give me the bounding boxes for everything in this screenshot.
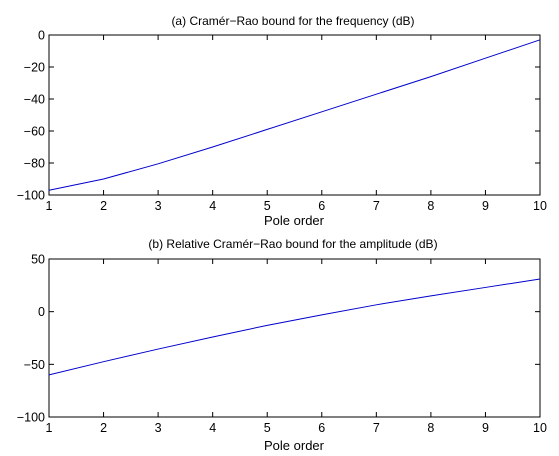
axis-ticks: 1 2 3 4 5 6 7 8 9 10 0 −20 −40 −60 −80 −100 (17, 29, 547, 214)
x-tick-label: 2 (100, 199, 107, 213)
data-line (48, 278, 541, 376)
y-tick-label: −80 (24, 157, 45, 171)
chart-title: (b) Relative Cramér−Rao bound for the am… (148, 237, 437, 251)
x-tick-label: 6 (318, 421, 325, 435)
axis-ticks: 1 2 3 4 5 6 7 8 9 10 50 0 −50 −100 (17, 253, 547, 436)
x-tick-label: 9 (482, 421, 489, 435)
x-tick-label: 4 (209, 421, 216, 435)
x-tick-label: 10 (533, 199, 547, 213)
x-tick-label: 1 (46, 421, 53, 435)
x-axis-label: Pole order (264, 213, 325, 228)
x-tick-label: 7 (373, 199, 380, 213)
data-line (48, 39, 541, 191)
x-tick-label: 4 (209, 199, 216, 213)
y-tick-label: 50 (31, 253, 45, 267)
x-axis-label: Pole order (264, 438, 325, 453)
x-tick-label: 8 (427, 199, 434, 213)
chart-panel-a: (a) Cramér−Rao bound for the frequency (… (17, 14, 547, 228)
x-tick-label: 5 (264, 421, 271, 435)
x-tick-label: 1 (46, 199, 53, 213)
x-tick-label: 6 (318, 199, 325, 213)
x-tick-label: 7 (373, 421, 380, 435)
y-tick-label: −100 (17, 189, 45, 203)
y-tick-label: −60 (24, 125, 45, 139)
y-tick-label: −50 (24, 358, 45, 372)
x-tick-label: 8 (427, 421, 434, 435)
axes-frame (48, 258, 541, 418)
x-tick-label: 3 (155, 199, 162, 213)
y-tick-label: −40 (24, 93, 45, 107)
x-tick-label: 10 (533, 421, 547, 435)
x-tick-label: 5 (264, 199, 271, 213)
chart-panel-b: (b) Relative Cramér−Rao bound for the am… (17, 237, 547, 453)
axes-frame (48, 34, 541, 196)
y-tick-label: 0 (38, 305, 45, 319)
y-tick-label: −20 (24, 61, 45, 75)
x-tick-label: 2 (100, 421, 107, 435)
y-tick-label: 0 (38, 29, 45, 43)
chart-title: (a) Cramér−Rao bound for the frequency (… (171, 14, 414, 28)
y-tick-label: −100 (17, 411, 45, 425)
x-tick-label: 3 (155, 421, 162, 435)
x-tick-label: 9 (482, 199, 489, 213)
